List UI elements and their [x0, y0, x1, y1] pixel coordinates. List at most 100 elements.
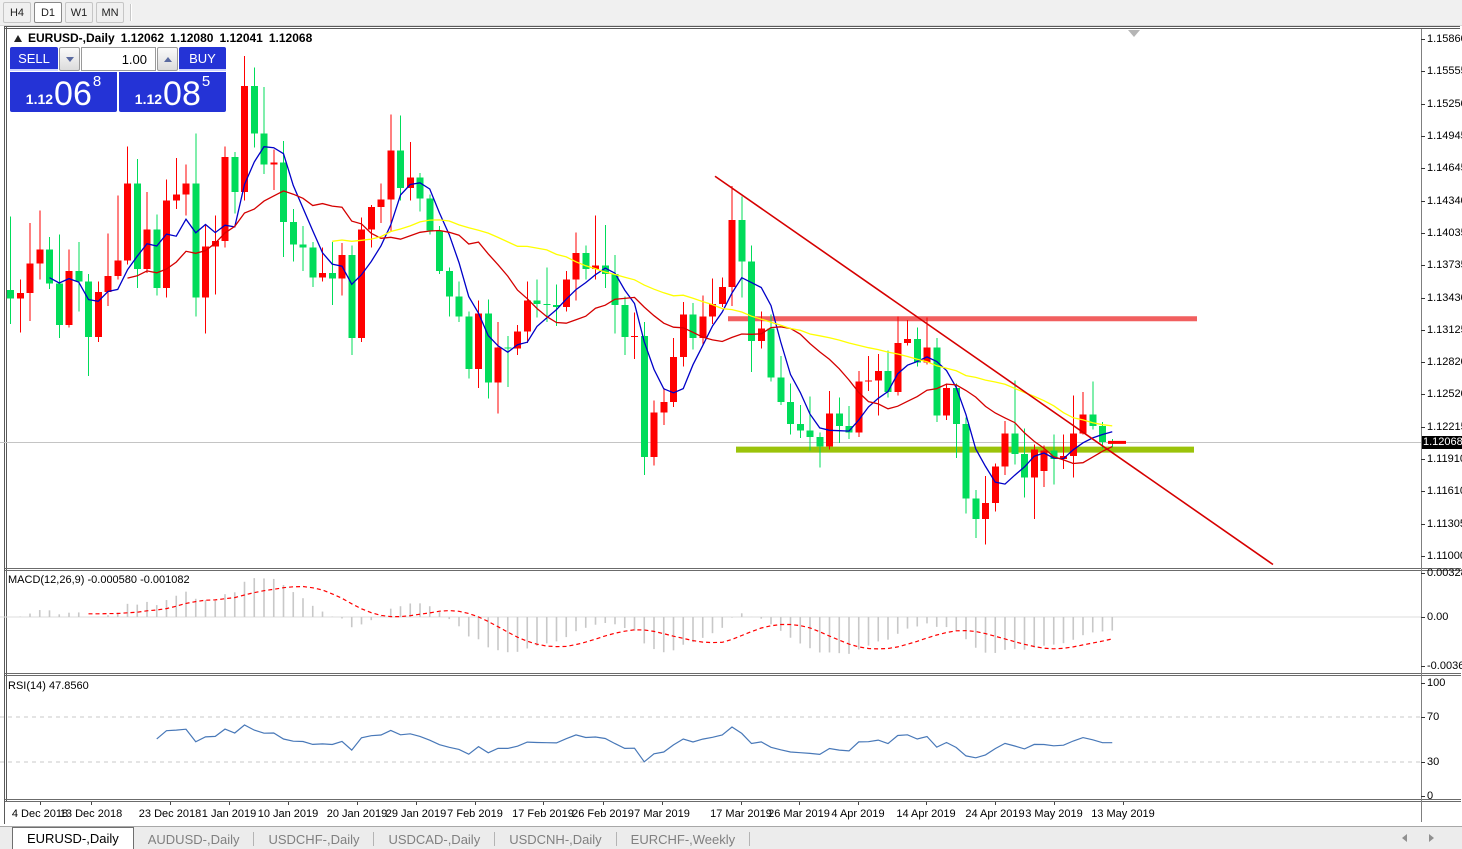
price-tick-mark: [1421, 297, 1425, 299]
chart-close-value: 1.12068: [268, 31, 313, 45]
chart-header: EURUSD-,Daily 1.12062 1.12080 1.12041 1.…: [14, 31, 312, 45]
date-tick-label: 17 Mar 2019: [710, 808, 772, 820]
date-tick-mark: [799, 802, 800, 805]
tab-divider: [615, 831, 617, 846]
macd-tick-mark: [1421, 617, 1425, 618]
chart-window-left-border: [4, 26, 7, 824]
date-tick-mark: [543, 802, 544, 805]
date-tick-label: 4 Apr 2019: [831, 808, 885, 820]
spinner-up-icon: [163, 56, 172, 62]
symbol-tab-usdcad[interactable]: USDCAD-,Daily: [388, 832, 481, 847]
sell-price-main: 06: [54, 75, 92, 114]
timeframe-toolbar: H4 D1 W1 MN: [0, 0, 1462, 26]
one-click-trading-widget: SELL 1.00 BUY 1.12 06 8 1.12 08 5: [10, 47, 226, 112]
main-macd-splitter[interactable]: [5, 568, 1461, 571]
price-chart[interactable]: [0, 28, 1421, 568]
volume-decrease-button[interactable]: [59, 47, 80, 71]
rsi-axis-label: 0: [1427, 790, 1434, 802]
date-tick-label: 13 May 2019: [1091, 808, 1155, 820]
price-tick-label: 1.11305: [1427, 517, 1462, 530]
chart-autoscroll-icon[interactable]: [1128, 30, 1140, 37]
macd-axis-label: 0.00: [1427, 611, 1449, 623]
rsi-indicator-chart[interactable]: [0, 676, 1421, 800]
symbol-tab-eurusd[interactable]: EURUSD-,Daily: [12, 827, 134, 849]
timeframe-button-h4[interactable]: H4: [3, 2, 31, 23]
price-tick-mark: [1421, 394, 1425, 396]
last-bid-marker: [1108, 440, 1126, 444]
macd-axis-label: 0.003287: [1427, 567, 1462, 579]
macd-histogram: [19, 578, 1114, 654]
price-tick-mark: [1421, 491, 1425, 493]
date-tick-label: 20 Jan 2019: [326, 808, 388, 820]
rsi-axis-label: 30: [1427, 756, 1440, 768]
price-tick-mark: [1421, 71, 1425, 73]
chart-open-value: 1.12062: [120, 31, 165, 45]
ma-slow-line: [332, 219, 1113, 427]
sell-button[interactable]: SELL: [10, 47, 58, 71]
price-tick-mark: [1421, 459, 1425, 461]
chart-high-value: 1.12080: [170, 31, 214, 45]
date-tick-mark: [416, 802, 417, 805]
symbol-tab-usdchf[interactable]: USDCHF-,Daily: [268, 832, 360, 847]
rsi-line: [156, 724, 1113, 763]
descending-trendline: [714, 175, 1274, 566]
price-tick-label: 1.15250: [1427, 97, 1462, 110]
chart-low-value: 1.12041: [219, 31, 263, 45]
rsi-dateaxis-splitter[interactable]: [5, 799, 1461, 802]
date-tick-mark: [995, 802, 996, 805]
price-tick-label: 1.14645: [1427, 162, 1462, 175]
symbol-tab-audusd[interactable]: AUDUSD-,Daily: [147, 832, 240, 847]
price-tick-label: 1.11610: [1427, 485, 1462, 498]
date-tick-label: 10 Jan 2019: [257, 808, 319, 820]
current-price-tag: 1.12068: [1422, 436, 1462, 450]
macd-signal-line: [88, 585, 1113, 650]
volume-input[interactable]: 1.00: [81, 47, 156, 71]
price-tick-label: 1.14035: [1427, 227, 1462, 240]
symbol-tab-eurchf[interactable]: EURCHF-,Weekly: [630, 832, 736, 847]
chart-collapse-icon[interactable]: [14, 34, 22, 42]
date-tick-mark: [603, 802, 604, 805]
rsi-value: 47.8560: [48, 680, 89, 692]
spinner-down-icon: [65, 56, 74, 62]
price-tick-label: 1.13735: [1427, 259, 1462, 272]
price-axis-line: [1421, 29, 1422, 822]
price-tick-mark: [1421, 426, 1425, 428]
date-tick-mark: [170, 802, 171, 805]
macd-indicator-chart[interactable]: [0, 571, 1421, 673]
buy-price-main: 08: [163, 75, 201, 114]
price-tick-mark: [1421, 136, 1425, 138]
tab-scroll-buttons: [1402, 834, 1434, 842]
date-tick-mark: [40, 802, 41, 805]
timeframe-button-mn[interactable]: MN: [96, 2, 124, 23]
buy-price-pipette: 5: [201, 73, 211, 90]
price-tick-label: 1.14945: [1427, 130, 1462, 143]
price-tick-label: 1.13430: [1427, 291, 1462, 304]
date-axis[interactable]: 4 Dec 2018 13 Dec 2018 23 Dec 2018 1 Jan 20…: [5, 802, 1421, 824]
date-tick-mark: [926, 802, 927, 805]
timeframe-button-w1[interactable]: W1: [65, 2, 93, 23]
volume-increase-button[interactable]: [157, 47, 178, 71]
tab-scroll-left-icon[interactable]: [1402, 834, 1407, 842]
buy-quote-panel[interactable]: 1.12 08 5: [119, 72, 226, 112]
candles: [7, 56, 1116, 545]
price-tick-label: 1.15860: [1427, 33, 1462, 45]
macd-rsi-splitter[interactable]: [5, 673, 1461, 676]
date-tick-mark: [475, 802, 476, 805]
price-tick-mark: [1421, 168, 1425, 170]
sell-price-pipette: 8: [92, 73, 102, 90]
date-tick-mark: [357, 802, 358, 805]
date-tick-mark: [1054, 802, 1055, 805]
date-tick-label: 26 Mar 2019: [768, 808, 830, 820]
price-tick-mark: [1421, 523, 1425, 525]
buy-button[interactable]: BUY: [179, 47, 226, 71]
symbol-tab-usdcnh[interactable]: USDCNH-,Daily: [509, 832, 602, 847]
date-tick-mark: [288, 802, 289, 805]
price-tick-mark: [1421, 265, 1425, 267]
date-tick-label: 14 Apr 2019: [896, 808, 956, 820]
sell-quote-panel[interactable]: 1.12 06 8: [10, 72, 117, 112]
tab-scroll-right-icon[interactable]: [1429, 834, 1434, 842]
price-tick-label: 1.15555: [1427, 65, 1462, 78]
rsi-label: RSI(14) 47.8560: [8, 680, 89, 692]
price-tick-label: 1.13125: [1427, 323, 1462, 336]
timeframe-button-d1[interactable]: D1: [34, 2, 62, 23]
